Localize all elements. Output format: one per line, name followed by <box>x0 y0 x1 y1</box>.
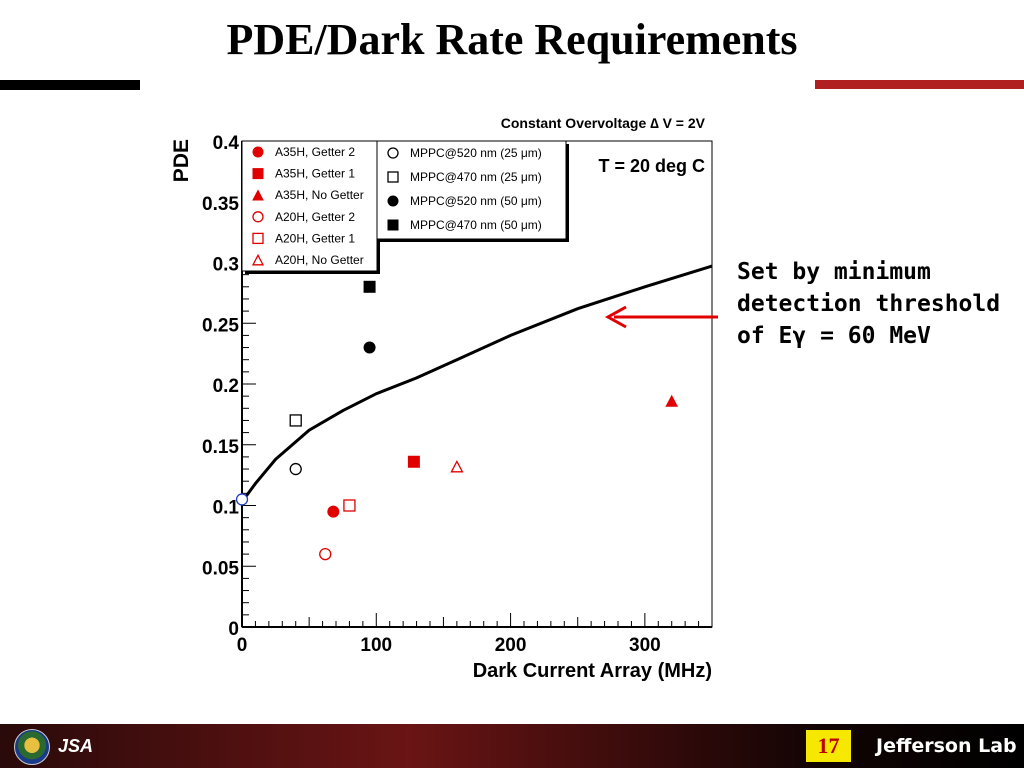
requirement-curve <box>240 264 713 503</box>
x-tick-label: 200 <box>495 635 527 656</box>
y-tick-label: 0.25 <box>202 315 239 336</box>
y-tick-label: 0.35 <box>202 194 239 215</box>
data-point <box>319 547 332 561</box>
legend-marker <box>387 219 399 231</box>
legend-label: A20H, Getter 2 <box>275 210 355 224</box>
legend-label: MPPC@470 nm (50 μm) <box>410 218 542 232</box>
legend-marker <box>252 232 264 245</box>
y-tick-label: 0.2 <box>213 376 239 397</box>
data-point <box>235 493 249 506</box>
data-point <box>343 499 356 512</box>
data-point <box>289 462 302 476</box>
doe-seal-icon <box>14 729 50 765</box>
chart-title: Constant Overvoltage ∆ V = 2V <box>501 115 706 131</box>
legend-marker <box>251 253 265 266</box>
x-tick-label: 0 <box>237 635 248 656</box>
legend-label: A20H, No Getter <box>275 253 364 267</box>
legend-label: MPPC@520 nm (25 μm) <box>410 146 542 160</box>
annotation-line-1: Set by minimum <box>737 259 931 285</box>
footer-gradient <box>0 724 1024 768</box>
jefferson-lab-logo: Jefferson Lab <box>876 735 1017 757</box>
legend-label: A35H, Getter 1 <box>275 167 355 181</box>
legend-label: A20H, Getter 1 <box>275 231 355 245</box>
legend-marker <box>387 147 399 159</box>
x-tick-label: 100 <box>360 635 392 656</box>
data-point <box>363 341 376 354</box>
threshold-arrow-icon <box>604 305 718 329</box>
jsa-logo: JSA <box>58 736 94 756</box>
legend-marker <box>252 189 264 201</box>
legend-marker <box>252 211 264 223</box>
data-point <box>363 280 376 293</box>
y-axis-label: PDE <box>170 139 193 182</box>
legend-marker <box>387 171 399 183</box>
slide-title: PDE/Dark Rate Requirements <box>226 15 798 64</box>
annotation-line-3: of Eγ = 60 MeV <box>737 323 931 349</box>
x-axis-label: Dark Current Array (MHz) <box>473 660 712 682</box>
y-tick-label: 0.05 <box>202 558 239 579</box>
y-tick-label: 0 <box>228 619 239 640</box>
legend-box-2 <box>376 140 567 240</box>
page-number: 17 <box>806 730 851 762</box>
y-tick-label: 0.1 <box>213 498 240 519</box>
temperature-annotation: T = 20 deg C <box>598 156 705 176</box>
x-tick-label: 300 <box>629 635 661 656</box>
data-point <box>289 414 302 427</box>
data-point <box>450 460 464 473</box>
data-point <box>665 394 679 407</box>
y-tick-label: 0.3 <box>213 255 239 276</box>
legend-marker <box>252 168 264 180</box>
data-point <box>327 505 340 518</box>
legend-marker <box>387 195 399 207</box>
legend-label: A35H, No Getter <box>275 188 364 202</box>
threshold-annotation: Set by minimum detection threshold of Eγ… <box>737 256 1022 352</box>
footer-bar: JSA 17 Jefferson Lab <box>0 724 1024 768</box>
y-tick-label: 0.4 <box>213 133 240 154</box>
legend-label: A35H, Getter 2 <box>275 145 355 159</box>
legend-label: MPPC@520 nm (50 μm) <box>410 194 542 208</box>
pde-dark-rate-chart: 00.050.10.150.20.250.30.350.40 100 200 300 … <box>140 105 730 725</box>
legend-box-1 <box>241 140 378 272</box>
title-rule-right <box>815 80 1024 89</box>
annotation-line-2: detection threshold <box>737 291 1001 317</box>
data-point <box>407 455 420 468</box>
legend-marker <box>252 146 264 158</box>
legend-label: MPPC@470 nm (25 μm) <box>410 170 542 184</box>
y-tick-label: 0.15 <box>202 437 239 458</box>
title-rule-left <box>0 80 140 90</box>
